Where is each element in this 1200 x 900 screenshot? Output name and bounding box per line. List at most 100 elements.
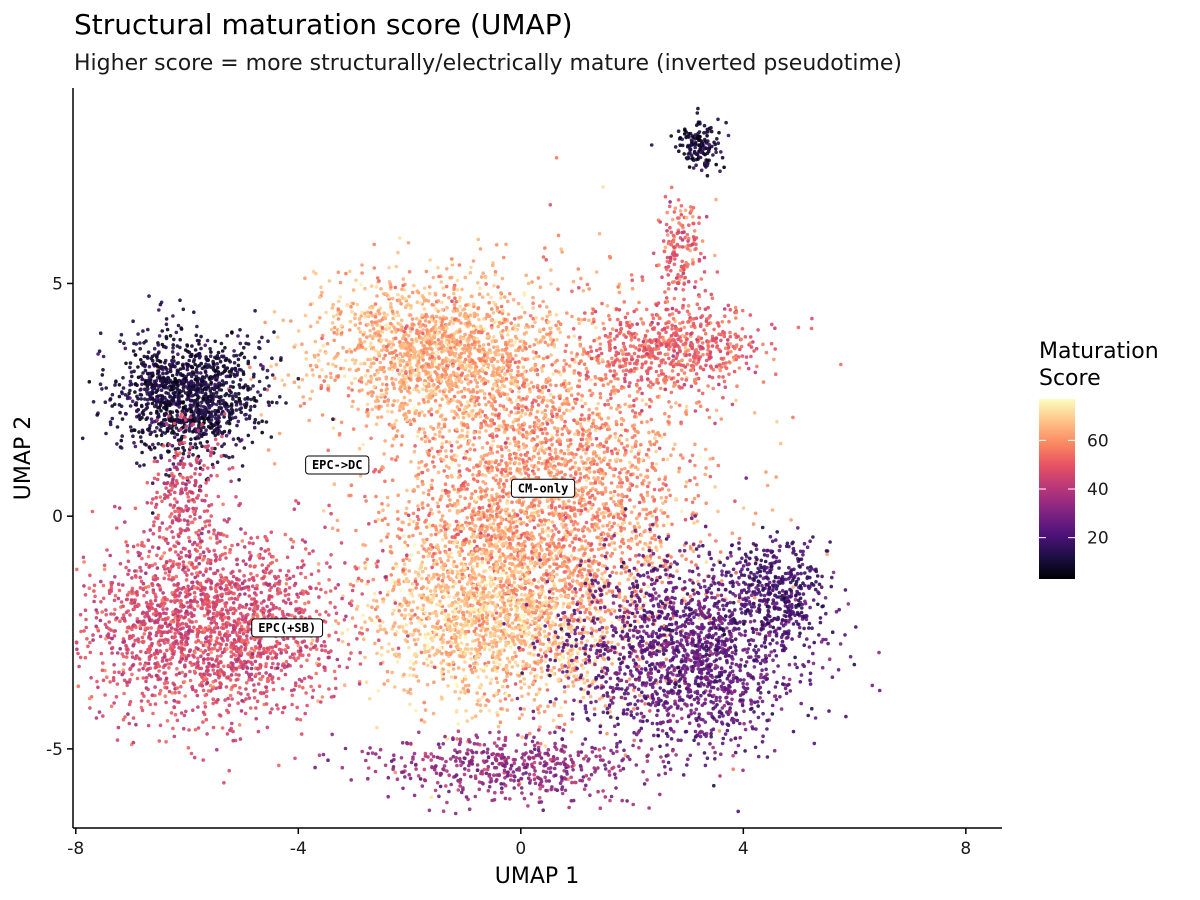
scatter-point — [561, 401, 565, 406]
scatter-point — [484, 633, 488, 637]
scatter-point — [528, 411, 533, 416]
scatter-point — [339, 323, 344, 328]
scatter-point — [674, 496, 678, 501]
scatter-point — [524, 378, 529, 382]
scatter-point — [438, 449, 443, 453]
scatter-point — [480, 473, 485, 477]
scatter-point — [457, 469, 462, 473]
scatter-point — [380, 518, 385, 522]
scatter-point — [401, 558, 406, 562]
scatter-point — [332, 482, 337, 487]
scatter-point — [564, 516, 568, 520]
scatter-point — [502, 384, 507, 389]
scatter-point — [616, 377, 620, 381]
scatter-point — [680, 554, 684, 558]
scatter-point — [416, 484, 420, 489]
scatter-point — [551, 395, 556, 400]
scatter-point — [618, 405, 622, 409]
scatter-point — [391, 566, 395, 570]
scatter-point — [560, 432, 564, 437]
scatter-point — [526, 692, 531, 696]
scatter-point — [632, 524, 637, 529]
scatter-point — [579, 398, 584, 403]
scatter-point — [606, 382, 610, 386]
scatter-point — [421, 554, 426, 559]
scatter-point — [438, 524, 443, 528]
scatter-point — [442, 469, 447, 473]
scatter-point — [397, 408, 402, 413]
scatter-point — [360, 388, 364, 392]
scatter-point — [398, 363, 403, 368]
scatter-point — [737, 599, 741, 603]
scatter-point — [569, 554, 574, 558]
scatter-point — [473, 414, 478, 419]
scatter-point — [508, 387, 513, 392]
scatter-point — [380, 330, 385, 334]
scatter-point — [606, 416, 611, 420]
scatter-point — [469, 496, 474, 501]
scatter-point — [734, 398, 738, 403]
scatter-point — [641, 507, 645, 512]
scatter-point — [490, 307, 494, 311]
scatter-point — [429, 483, 434, 487]
scatter-point — [602, 450, 607, 455]
scatter-point — [562, 411, 566, 416]
scatter-point — [479, 424, 484, 429]
scatter-point — [525, 357, 530, 361]
scatter-point — [365, 408, 370, 412]
scatter-point — [693, 476, 697, 480]
scatter-point — [645, 468, 650, 473]
scatter-point — [634, 554, 638, 558]
scatter-point — [618, 471, 622, 475]
scatter-point — [555, 468, 559, 473]
scatter-point — [472, 523, 477, 527]
scatter-point — [393, 770, 398, 775]
scatter-point — [465, 523, 469, 528]
scatter-point — [490, 487, 495, 492]
scatter-point — [451, 309, 456, 313]
scatter-point — [338, 295, 343, 299]
scatter-point — [577, 498, 582, 503]
scatter-point — [354, 368, 359, 373]
scatter-point — [467, 502, 472, 507]
scatter-point — [641, 547, 645, 551]
scatter-point — [519, 414, 523, 419]
scatter-point — [430, 302, 435, 307]
scatter-point — [509, 321, 513, 326]
scatter-point — [616, 493, 621, 497]
scatter-point — [626, 538, 631, 543]
scatter-point — [501, 404, 506, 409]
scatter-point — [527, 504, 532, 509]
scatter-point — [381, 356, 386, 361]
scatter-point — [588, 388, 592, 393]
scatter-point — [528, 314, 533, 318]
scatter-point — [436, 577, 441, 581]
scatter-point — [385, 403, 390, 408]
scatter-point — [611, 467, 615, 472]
scatter-point — [518, 373, 523, 377]
scatter-point — [457, 463, 461, 468]
scatter-point — [485, 509, 490, 513]
scatter-point — [423, 365, 428, 370]
scatter-point — [487, 348, 492, 352]
scatter-point — [349, 483, 354, 488]
scatter-point — [581, 447, 586, 452]
scatter-point — [467, 505, 471, 510]
scatter-point — [522, 557, 526, 562]
scatter-point — [545, 305, 549, 309]
scatter-point — [572, 455, 576, 460]
scatter-point — [657, 446, 662, 451]
scatter-point — [503, 429, 507, 434]
scatter-point — [538, 304, 542, 308]
scatter-point — [590, 493, 595, 498]
scatter-point — [629, 449, 633, 454]
scatter-point — [563, 463, 568, 468]
scatter-point — [574, 678, 578, 682]
scatter-point — [463, 456, 468, 460]
scatter-point — [405, 324, 409, 328]
scatter-point — [371, 345, 376, 350]
scatter-point — [625, 444, 630, 448]
scatter-point — [320, 368, 324, 372]
scatter-point — [511, 531, 515, 536]
scatter-point — [454, 377, 458, 381]
